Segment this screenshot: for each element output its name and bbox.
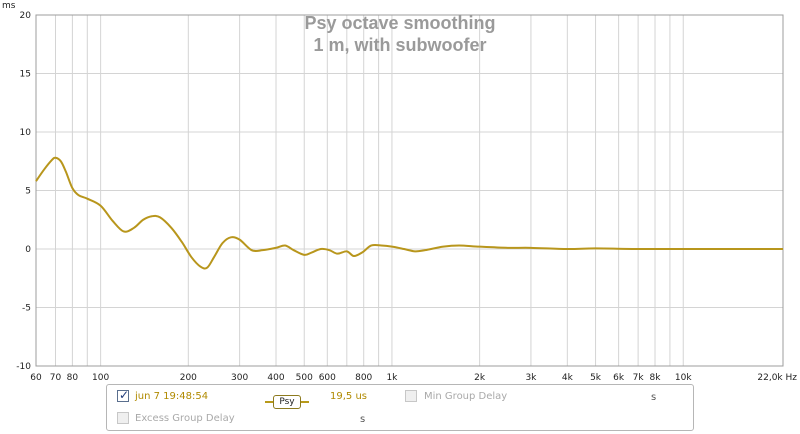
y-tick-label: 10 xyxy=(20,128,32,138)
x-tick-label: 2k xyxy=(474,373,486,383)
check-mark-icon: ✓ xyxy=(119,388,130,402)
y-tick-label: 20 xyxy=(20,11,32,21)
chart-subtitle: 1 m, with subwoofer xyxy=(313,35,486,55)
x-tick-label: 60 xyxy=(30,373,42,383)
min-group-delay-unit: s xyxy=(651,392,657,403)
min-group-delay-label: Min Group Delay xyxy=(424,391,508,402)
x-tick-label: 500 xyxy=(296,373,313,383)
delay-value: 19,5 us xyxy=(330,391,367,402)
smoothing-badge[interactable]: Psy xyxy=(273,395,301,409)
plot-frame xyxy=(35,14,784,367)
x-tick-label: 80 xyxy=(67,373,79,383)
y-tick-label: 15 xyxy=(20,70,31,80)
x-tick-label: 4k xyxy=(562,373,574,383)
legend-panel: ✓ jun 7 19:48:54 Psy 19,5 us Min Group D… xyxy=(106,384,694,431)
x-tick-label: 10k xyxy=(675,373,692,383)
excess-group-delay-checkbox[interactable] xyxy=(117,412,129,424)
y-tick-label: -10 xyxy=(16,362,31,372)
y-axis-unit: ms xyxy=(2,1,16,11)
x-tick-label: 200 xyxy=(180,373,197,383)
x-tick-label: 100 xyxy=(92,373,109,383)
y-tick-label: 0 xyxy=(25,245,31,255)
legend-row-1: ✓ jun 7 19:48:54 Psy 19,5 us Min Group D… xyxy=(107,388,693,409)
x-tick-label: 3k xyxy=(525,373,537,383)
x-tick-label: 400 xyxy=(267,373,284,383)
x-tick-label: 1k xyxy=(386,373,398,383)
series-line-swatch-right xyxy=(301,401,309,403)
x-tick-label: 5k xyxy=(590,373,602,383)
legend-row-2: Excess Group Delay s xyxy=(107,412,693,430)
series-layer xyxy=(35,156,783,270)
min-group-delay-checkbox[interactable] xyxy=(405,390,417,402)
y-tick-label: -5 xyxy=(22,304,31,314)
group-delay-series-line xyxy=(35,156,783,270)
grid xyxy=(36,14,783,367)
series-line-swatch-left xyxy=(265,401,273,403)
y-tick-label: 5 xyxy=(25,187,31,197)
x-tick-label: 7k xyxy=(633,373,645,383)
x-tick-label: 8k xyxy=(650,373,662,383)
x-tick-label: 22,0k Hz xyxy=(757,373,797,383)
x-tick-label: 800 xyxy=(355,373,372,383)
x-tick-label: 300 xyxy=(231,373,248,383)
excess-group-delay-label: Excess Group Delay xyxy=(135,413,235,424)
x-tick-label: 6k xyxy=(613,373,625,383)
excess-group-delay-unit: s xyxy=(360,414,366,425)
measurement-checkbox[interactable]: ✓ xyxy=(117,388,130,402)
chart-title: Psy octave smoothing xyxy=(304,13,495,33)
x-tick-label: 70 xyxy=(50,373,62,383)
measurement-name: jun 7 19:48:54 xyxy=(135,391,209,402)
x-tick-label: 600 xyxy=(319,373,336,383)
